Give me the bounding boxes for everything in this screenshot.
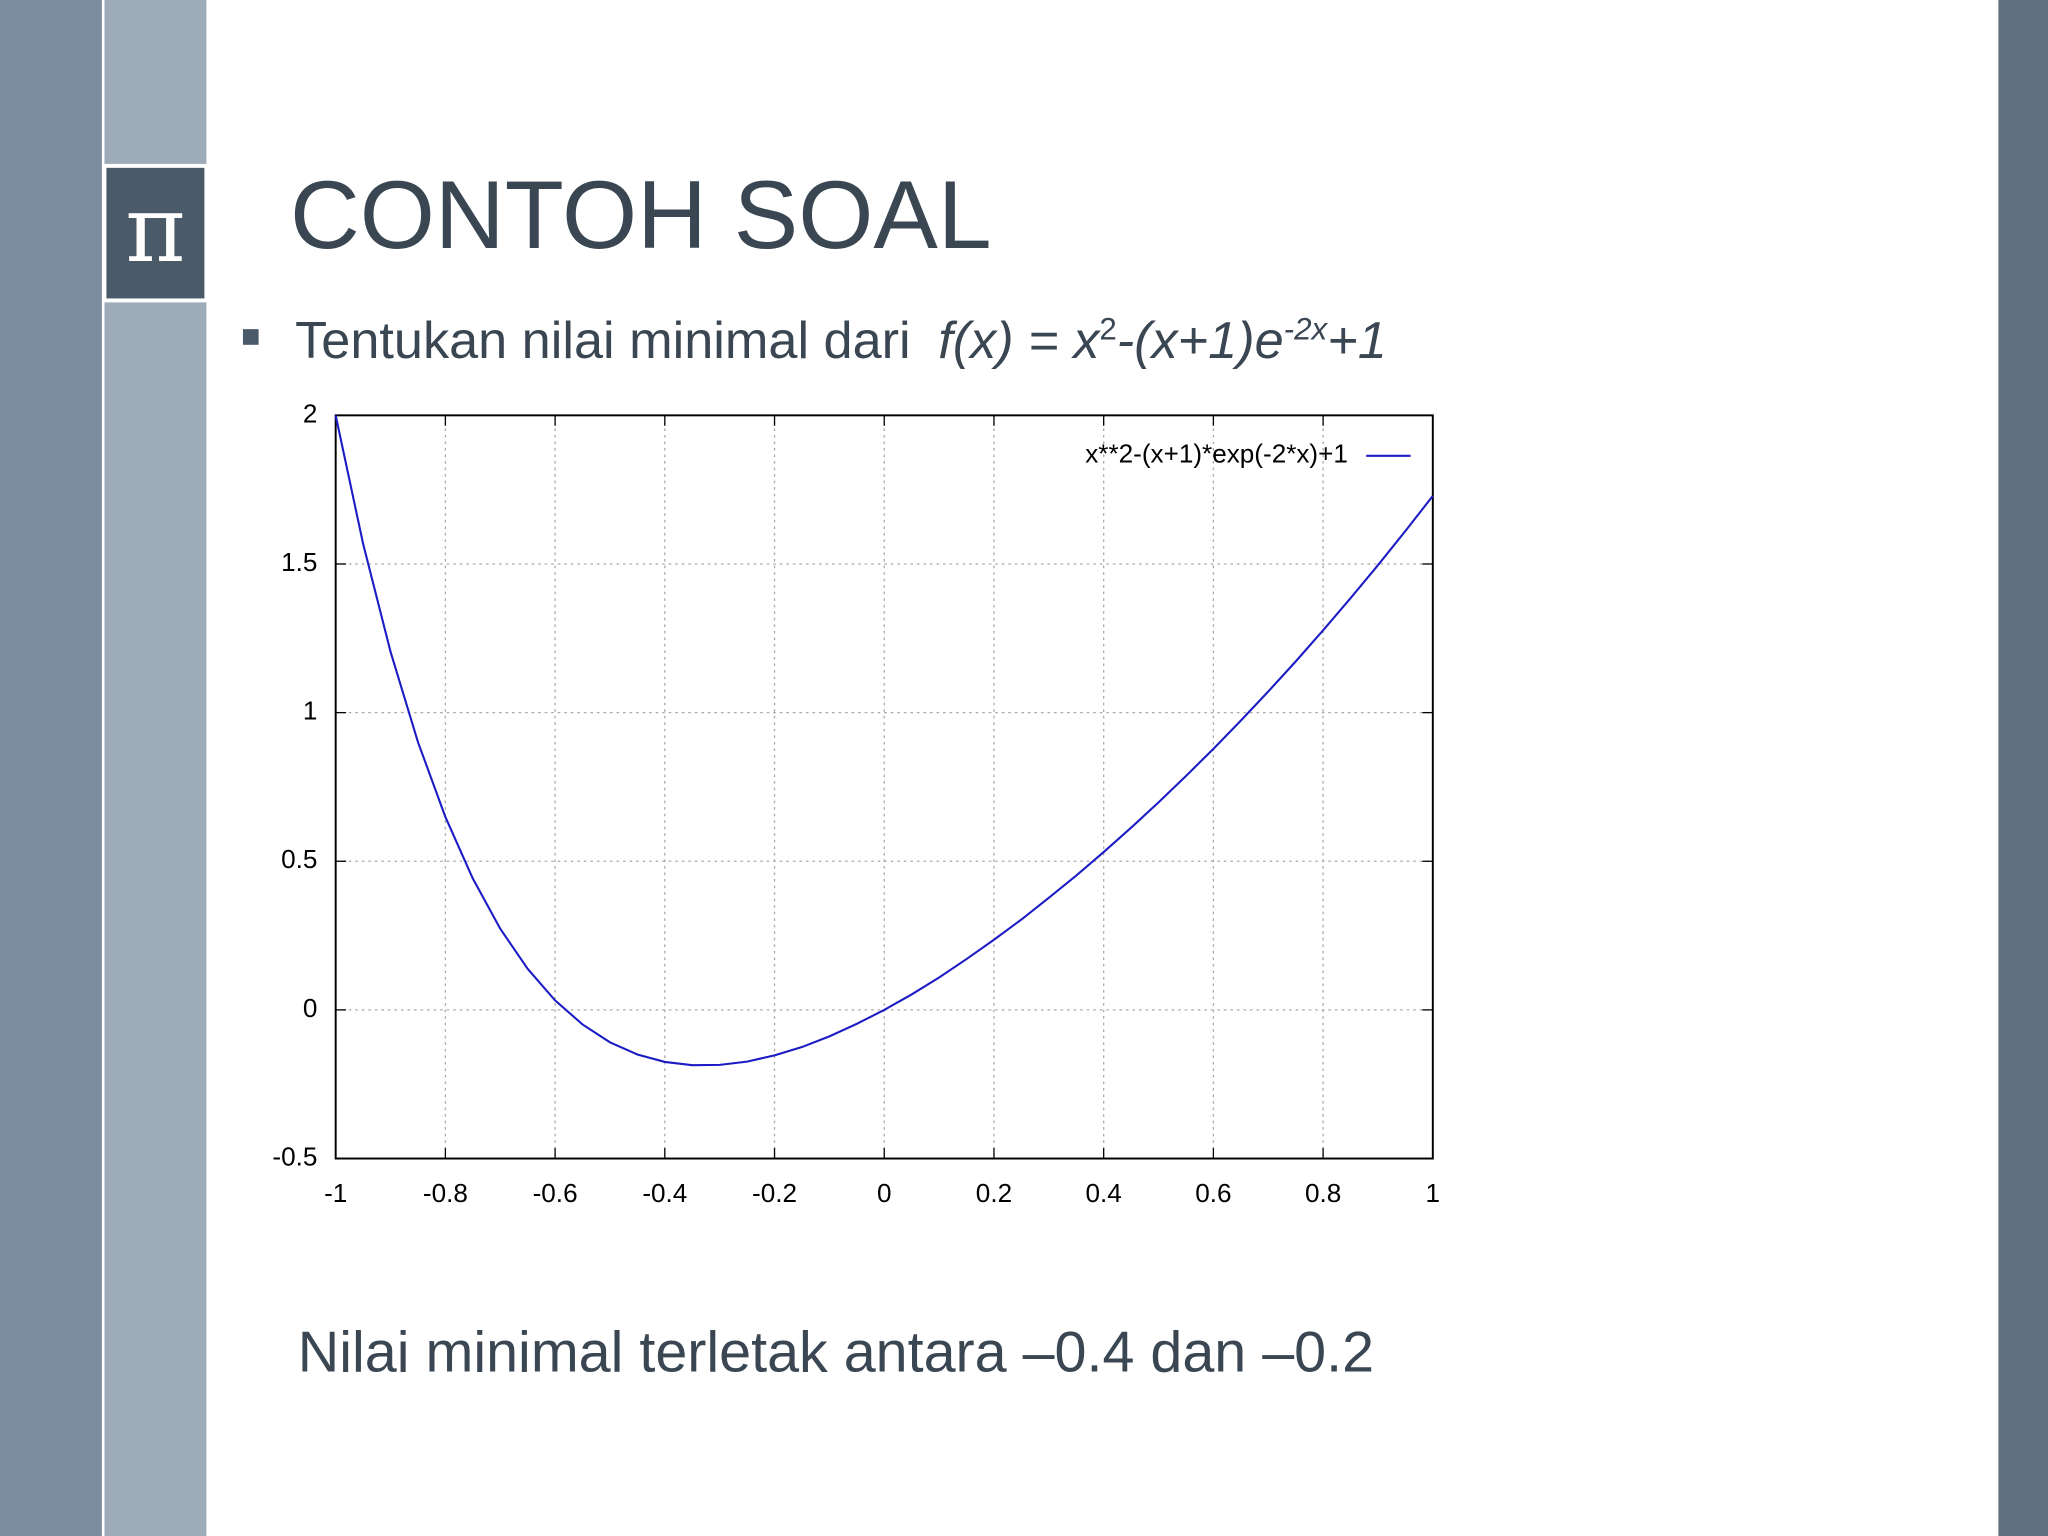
y-tick-label: 2: [303, 398, 318, 428]
bullet-sup: 2: [1099, 312, 1116, 347]
plot-frame: [334, 414, 1434, 1160]
bullet-marker: [242, 329, 259, 345]
chart: -1 -0.8 -0.6 -0.4 -0.2 0 0.2 0.4 0.6 0.8 1 -0.5 0 0.5…: [272, 398, 1440, 1208]
legend-label: x**2-(x+1)*exp(-2*x)+1: [1085, 439, 1348, 469]
bullet-formula: +1: [1327, 312, 1387, 370]
y-tick-label: -0.5: [272, 1141, 317, 1171]
x-tick-label: 0.8: [1305, 1178, 1341, 1208]
x-tick-label: 0: [877, 1178, 892, 1208]
bullet-text: Tentukan nilai minimal dari f(x) = x2-(x…: [295, 312, 1387, 370]
x-tick-label: 0.2: [976, 1178, 1012, 1208]
bullet-part: Tentukan nilai minimal dari: [295, 312, 911, 370]
x-tick-label: -0.8: [423, 1178, 468, 1208]
x-tick-label: -0.4: [642, 1178, 687, 1208]
x-tick-label: 0.6: [1195, 1178, 1231, 1208]
y-tick-label: 1: [303, 696, 318, 726]
x-tick-label: -0.2: [752, 1178, 797, 1208]
slide-title: CONTOH SOAL: [290, 162, 992, 269]
y-tick-label: 1.5: [281, 547, 317, 577]
x-tick-label: 1: [1426, 1178, 1441, 1208]
bullet-formula: f(x) = x: [938, 312, 1101, 370]
left-stripe: [0, 0, 102, 1536]
logo-box: [102, 163, 209, 303]
bullet-formula: -(x+1)e: [1117, 312, 1284, 370]
x-tick-label: -0.6: [533, 1178, 578, 1208]
x-tick-label: 0.4: [1086, 1178, 1122, 1208]
y-tick-label: 0.5: [281, 844, 317, 874]
bullet-sup: -2x: [1284, 312, 1329, 347]
x-tick-label: -1: [324, 1178, 347, 1208]
note: Nilai minimal terletak antara –0.4 dan –…: [298, 1320, 1374, 1384]
line-series: [334, 415, 1434, 1067]
logo: π: [125, 176, 185, 283]
y-tick-label: 0: [303, 993, 318, 1023]
right-stripe: [1998, 0, 2048, 1536]
